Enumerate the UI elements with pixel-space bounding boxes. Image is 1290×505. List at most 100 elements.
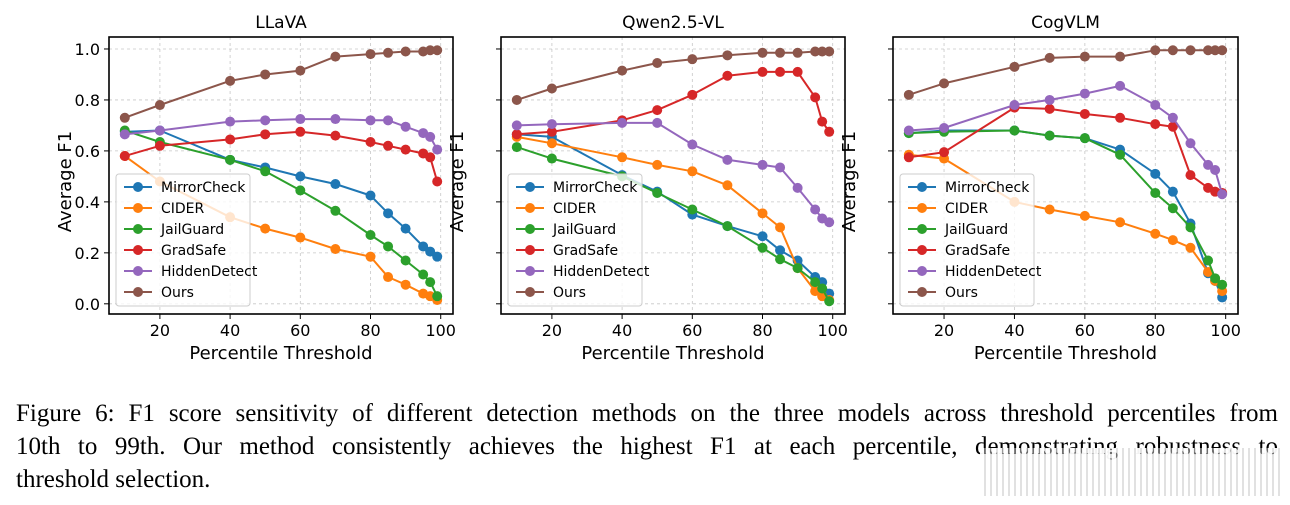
data-point-hiddendetect — [792, 182, 803, 193]
chart-panel-cogvlm: 20 40 60 80 100 CogVLM Percentile Threshold Ave… — [839, 13, 1241, 364]
legend-marker — [525, 182, 535, 192]
data-point-ours — [119, 112, 130, 123]
data-point-jailguard — [1079, 133, 1090, 144]
y-axis-label: Average F1 — [839, 131, 860, 232]
legend-label: GradSafe — [553, 243, 618, 259]
data-point-mirrorcheck — [295, 171, 306, 182]
data-point-ours — [1185, 45, 1196, 56]
data-point-hiddendetect — [617, 117, 628, 128]
data-point-ours — [546, 83, 557, 94]
data-point-jailguard — [1150, 187, 1161, 198]
data-point-gradsafe — [260, 129, 271, 140]
data-point-jailguard — [792, 263, 803, 274]
data-point-hiddendetect — [546, 119, 557, 130]
figure: 20 40 60 80 100 0.0 0.2 0.4 0.6 0.8 1.0 LLaVA Percen… — [55, 13, 1241, 364]
legend-marker — [525, 287, 535, 297]
data-point-ours — [617, 65, 628, 76]
data-point-ours — [260, 69, 271, 80]
data-point-ours — [425, 45, 436, 56]
data-point-cider — [1044, 204, 1055, 215]
data-point-ours — [225, 75, 236, 86]
legend-item-ours: Ours — [516, 285, 586, 301]
data-point-gradsafe — [652, 105, 663, 116]
data-point-ours — [792, 47, 803, 58]
data-point-gradsafe — [722, 70, 733, 81]
legend-item-hiddendetect: HiddenDetect — [908, 264, 1042, 280]
x-tick-label: 60 — [1075, 321, 1095, 340]
legend-marker — [133, 266, 143, 276]
data-point-cider — [330, 244, 341, 255]
data-point-gradsafe — [903, 152, 914, 163]
legend-item-jailguard: JailGuard — [516, 222, 616, 238]
data-point-cider — [757, 208, 768, 219]
data-point-gradsafe — [1185, 170, 1196, 181]
legend-label: GradSafe — [945, 243, 1010, 259]
data-point-jailguard — [511, 142, 522, 153]
data-point-ours — [687, 54, 698, 65]
data-point-ours — [1115, 51, 1126, 62]
legend-label: Ours — [945, 285, 978, 301]
data-point-ours — [1079, 51, 1090, 62]
data-point-ours — [939, 78, 950, 89]
data-point-jailguard — [432, 291, 443, 302]
data-point-hiddendetect — [365, 115, 376, 126]
data-point-jailguard — [1115, 149, 1126, 160]
x-tick-label: 20 — [542, 321, 562, 340]
legend-label: GradSafe — [161, 243, 226, 259]
data-point-jailguard — [330, 205, 341, 216]
data-point-ours — [722, 50, 733, 61]
data-point-hiddendetect — [1167, 112, 1178, 123]
legend-label: CIDER — [945, 201, 989, 217]
legend-label: JailGuard — [552, 222, 616, 238]
series-line-ours — [124, 49, 438, 119]
data-point-mirrorcheck — [775, 245, 786, 256]
data-point-hiddendetect — [824, 217, 835, 228]
legend-marker — [917, 224, 927, 234]
data-point-cider — [722, 180, 733, 191]
data-point-hiddendetect — [722, 154, 733, 165]
data-point-ours — [295, 65, 306, 76]
data-point-jailguard — [757, 242, 768, 253]
data-point-jailguard — [418, 269, 429, 280]
legend-label: CIDER — [553, 201, 597, 217]
data-point-jailguard — [687, 204, 698, 215]
legend-label: MirrorCheck — [161, 180, 246, 196]
chart-panel-llava: 20 40 60 80 100 0.0 0.2 0.4 0.6 0.8 1.0 LLaVA Percen… — [55, 13, 456, 364]
legend-marker — [133, 182, 143, 192]
data-point-ours — [154, 100, 165, 111]
data-point-cider — [1167, 235, 1178, 246]
data-point-hiddendetect — [903, 125, 914, 136]
data-point-hiddendetect — [511, 120, 522, 131]
plot-frame — [108, 36, 454, 315]
data-point-hiddendetect — [810, 204, 821, 215]
data-point-gradsafe — [225, 134, 236, 145]
data-point-ours — [1167, 45, 1178, 56]
data-point-ours — [511, 94, 522, 105]
data-point-ours — [1044, 52, 1055, 63]
data-point-gradsafe — [546, 126, 557, 137]
data-point-ours — [824, 46, 835, 57]
data-point-gradsafe — [119, 151, 130, 162]
data-point-gradsafe — [383, 140, 394, 151]
data-point-gradsafe — [687, 89, 698, 100]
legend-marker — [917, 182, 927, 192]
data-point-hiddendetect — [1044, 94, 1055, 105]
data-point-ours — [330, 51, 341, 62]
data-point-hiddendetect — [1150, 100, 1161, 111]
data-point-gradsafe — [939, 147, 950, 158]
data-point-cider — [1150, 228, 1161, 239]
data-point-mirrorcheck — [400, 223, 411, 234]
data-point-cider — [652, 159, 663, 170]
legend-marker — [917, 245, 927, 255]
data-point-ours — [400, 46, 411, 57]
data-point-hiddendetect — [1217, 189, 1228, 200]
legend-marker — [917, 266, 927, 276]
legend-item-jailguard: JailGuard — [124, 222, 224, 238]
data-point-hiddendetect — [1079, 88, 1090, 99]
data-point-hiddendetect — [757, 159, 768, 170]
x-tick-label: 80 — [1145, 321, 1165, 340]
data-point-ours — [1009, 61, 1020, 72]
data-point-cider — [1115, 217, 1126, 228]
data-point-cider — [295, 232, 306, 243]
data-point-hiddendetect — [154, 125, 165, 136]
